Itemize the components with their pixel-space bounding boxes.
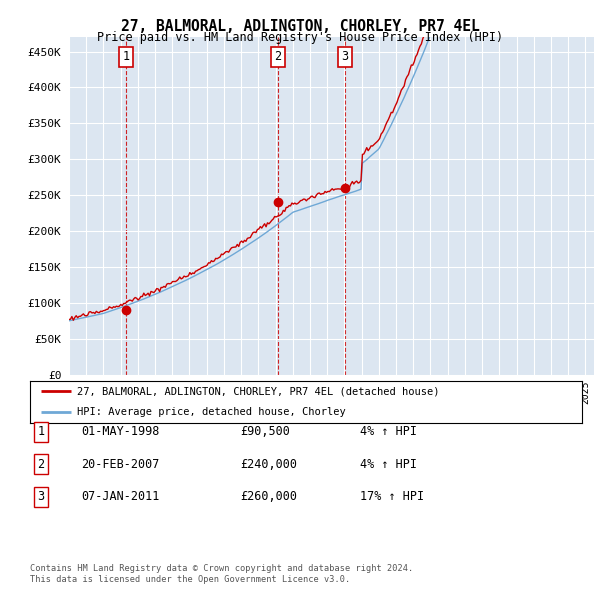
Text: 1: 1 — [37, 425, 44, 438]
Text: Price paid vs. HM Land Registry's House Price Index (HPI): Price paid vs. HM Land Registry's House … — [97, 31, 503, 44]
Text: 1: 1 — [123, 50, 130, 63]
Text: £90,500: £90,500 — [240, 425, 290, 438]
Text: 3: 3 — [37, 490, 44, 503]
Text: 4% ↑ HPI: 4% ↑ HPI — [360, 458, 417, 471]
Text: This data is licensed under the Open Government Licence v3.0.: This data is licensed under the Open Gov… — [30, 575, 350, 584]
Text: Contains HM Land Registry data © Crown copyright and database right 2024.: Contains HM Land Registry data © Crown c… — [30, 565, 413, 573]
Text: 2: 2 — [37, 458, 44, 471]
Text: 4% ↑ HPI: 4% ↑ HPI — [360, 425, 417, 438]
Text: 07-JAN-2011: 07-JAN-2011 — [81, 490, 160, 503]
Text: £260,000: £260,000 — [240, 490, 297, 503]
Text: 01-MAY-1998: 01-MAY-1998 — [81, 425, 160, 438]
Text: 27, BALMORAL, ADLINGTON, CHORLEY, PR7 4EL: 27, BALMORAL, ADLINGTON, CHORLEY, PR7 4E… — [121, 19, 479, 34]
Text: 2: 2 — [274, 50, 281, 63]
Text: 20-FEB-2007: 20-FEB-2007 — [81, 458, 160, 471]
Text: 3: 3 — [341, 50, 349, 63]
Text: 17% ↑ HPI: 17% ↑ HPI — [360, 490, 424, 503]
Text: 27, BALMORAL, ADLINGTON, CHORLEY, PR7 4EL (detached house): 27, BALMORAL, ADLINGTON, CHORLEY, PR7 4E… — [77, 386, 439, 396]
Text: £240,000: £240,000 — [240, 458, 297, 471]
Text: HPI: Average price, detached house, Chorley: HPI: Average price, detached house, Chor… — [77, 408, 346, 417]
